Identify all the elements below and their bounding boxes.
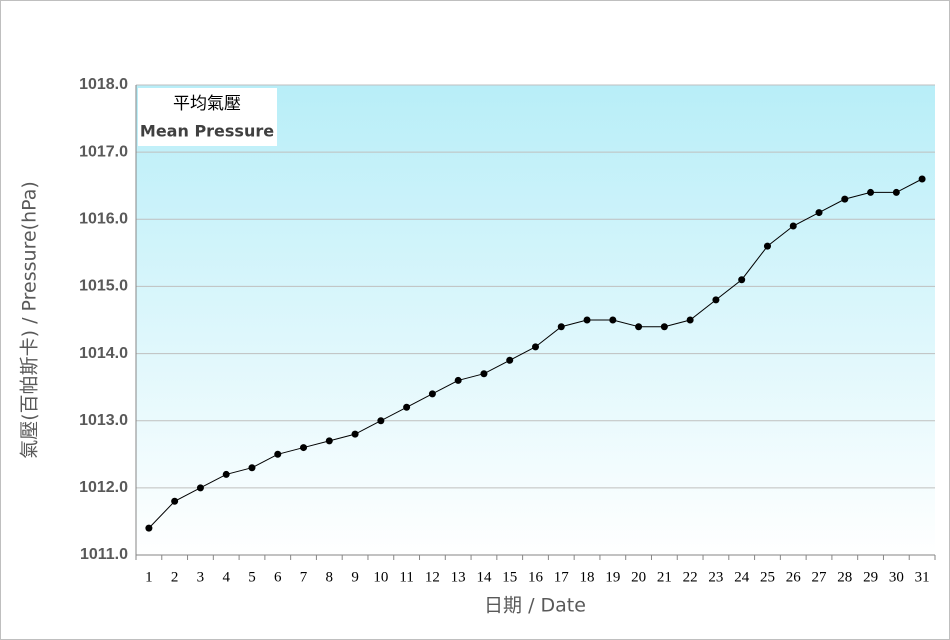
y-axis-title: 氣壓(百帕斯卡) / Pressure(hPa) (19, 181, 41, 459)
data-point (274, 450, 282, 458)
x-tick-label: 5 (248, 569, 256, 585)
x-tick-label: 9 (351, 569, 359, 585)
x-tick-label: 21 (657, 569, 672, 585)
data-point (867, 188, 875, 196)
data-point (686, 316, 694, 324)
data-point (532, 343, 539, 351)
y-tick-label: 1017.0 (79, 143, 128, 160)
data-point (248, 464, 256, 472)
data-point (454, 376, 462, 384)
x-tick-label: 1 (145, 569, 153, 585)
data-point (403, 403, 411, 411)
data-point (428, 390, 436, 398)
x-tick-label: 29 (863, 569, 878, 585)
data-point (789, 222, 797, 230)
data-point (351, 430, 359, 438)
data-point (738, 276, 746, 284)
x-tick-label: 18 (580, 569, 595, 585)
data-point (583, 316, 591, 324)
data-point (892, 188, 900, 196)
data-point (660, 323, 668, 331)
x-tick-label: 14 (476, 569, 492, 585)
x-tick-label: 28 (837, 569, 852, 585)
data-point (635, 323, 643, 331)
x-tick-label: 2 (171, 569, 179, 585)
x-tick-label: 13 (451, 569, 466, 585)
data-point (171, 497, 179, 505)
x-tick-label: 25 (760, 569, 775, 585)
data-point (609, 316, 617, 324)
x-tick-label: 24 (734, 569, 750, 585)
x-tick-label: 17 (554, 569, 570, 585)
data-point (841, 195, 849, 203)
data-point (300, 444, 308, 452)
plot-area (136, 85, 935, 555)
y-tick-label: 1016.0 (79, 211, 128, 228)
x-tick-label: 10 (373, 569, 388, 585)
data-point (557, 323, 565, 331)
data-point (222, 470, 230, 478)
x-tick-label: 15 (502, 569, 517, 585)
y-tick-label: 1012.0 (79, 479, 128, 496)
x-tick-label: 23 (708, 569, 723, 585)
data-point (196, 484, 204, 492)
x-tick-label: 7 (300, 569, 308, 585)
x-tick-label: 20 (631, 569, 646, 585)
data-point (815, 209, 823, 217)
title-box (138, 88, 277, 146)
chart-title: 平均氣壓 (173, 94, 241, 114)
data-point (145, 524, 153, 532)
x-tick-label: 8 (326, 569, 334, 585)
data-point (712, 296, 720, 304)
x-tick-label: 27 (812, 569, 828, 585)
x-tick-label: 16 (528, 569, 544, 585)
x-axis-title: 日期 / Date (484, 595, 586, 617)
x-tick-label: 22 (683, 569, 698, 585)
data-point (325, 437, 333, 445)
x-tick-label: 3 (197, 569, 205, 585)
y-tick-label: 1015.0 (79, 278, 128, 295)
y-tick-label: 1014.0 (79, 345, 128, 362)
data-point (763, 242, 771, 250)
x-tick-label: 30 (889, 569, 904, 585)
y-tick-label: 1018.0 (79, 76, 128, 93)
y-tick-label: 1011.0 (80, 546, 128, 563)
x-tick-label: 11 (399, 569, 413, 585)
data-point (480, 370, 488, 378)
x-tick-label: 6 (274, 569, 282, 585)
data-point (377, 417, 385, 425)
x-tick-label: 31 (915, 569, 930, 585)
x-tick-label: 19 (605, 569, 620, 585)
data-point (918, 175, 926, 183)
chart-subtitle: Mean Pressure (140, 122, 274, 141)
y-tick-label: 1013.0 (79, 412, 128, 429)
x-tick-label: 26 (786, 569, 802, 585)
data-point (506, 356, 514, 364)
x-tick-label: 4 (222, 569, 230, 585)
x-tick-label: 12 (425, 569, 440, 585)
